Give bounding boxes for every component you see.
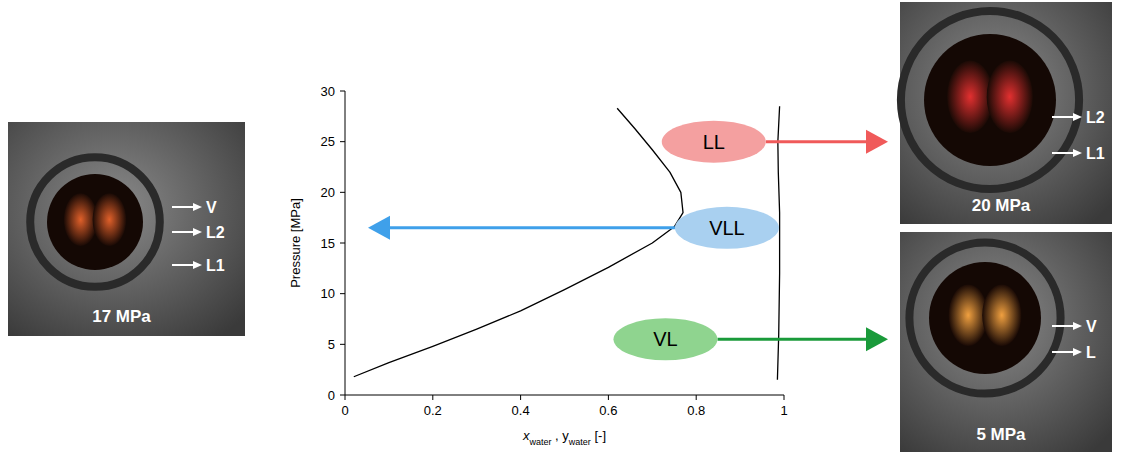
region-arrow-head xyxy=(866,130,888,154)
photo-caption: 5 MPa xyxy=(976,425,1026,444)
photo-glow xyxy=(982,284,1021,346)
y-tick xyxy=(340,141,345,142)
photo-glow xyxy=(93,193,127,246)
photo-ring xyxy=(901,11,1079,189)
x-tick-label: 0 xyxy=(341,403,348,418)
region-arrow-head xyxy=(866,327,888,351)
region-arrow xyxy=(766,140,870,143)
phase-label: V xyxy=(206,199,217,216)
photo-ring xyxy=(909,242,1060,393)
region-arrow xyxy=(717,338,870,341)
x-tick xyxy=(345,395,346,400)
x-tick-label: 0.2 xyxy=(424,403,442,418)
region-label: LL xyxy=(703,131,725,153)
y-tick xyxy=(340,192,345,193)
region-label: VL xyxy=(653,328,677,350)
x-tick xyxy=(432,395,433,400)
x-axis-title-part: , y xyxy=(551,428,569,443)
phase-pointer-head xyxy=(193,228,202,236)
phase-pointer-head xyxy=(1073,322,1082,330)
phase-label: L2 xyxy=(1086,109,1105,126)
phase-pointer-head xyxy=(193,203,202,211)
photo-glow xyxy=(949,284,988,346)
x-axis-title-part: [-] xyxy=(591,428,606,443)
x-tick xyxy=(520,395,521,400)
y-tick xyxy=(340,344,345,345)
y-axis-title: Pressure [MPa] xyxy=(288,198,303,288)
y-tick xyxy=(340,395,345,396)
phase-label: V xyxy=(1086,318,1097,335)
phase-label: L1 xyxy=(206,257,225,274)
phase-label: L1 xyxy=(1086,145,1105,162)
x-tick-label: 0.4 xyxy=(512,403,530,418)
x-tick-label: 0.8 xyxy=(687,403,705,418)
region-label: VLL xyxy=(709,217,745,239)
x-tick xyxy=(784,395,785,400)
phase-pointer xyxy=(172,206,194,208)
phase-pointer xyxy=(172,231,194,233)
photo-glow xyxy=(64,193,98,246)
x-tick-label: 0.6 xyxy=(599,403,617,418)
photo xyxy=(8,122,245,336)
photo xyxy=(900,2,1112,224)
phase-label: L2 xyxy=(206,224,225,241)
region-arrow-head xyxy=(368,216,390,240)
photo-window xyxy=(924,34,1056,166)
region-oval xyxy=(613,318,717,360)
figure: 00.20.40.60.81051015202530Pressure [MPa]… xyxy=(0,0,1124,455)
phase-pointer-head xyxy=(193,261,202,269)
photo-ring xyxy=(30,157,160,287)
y-tick-label: 0 xyxy=(328,388,335,403)
phase-pointer xyxy=(1052,152,1074,154)
y-tick xyxy=(340,91,345,92)
phase-pointer xyxy=(1052,351,1074,353)
photo-caption: 20 MPa xyxy=(972,196,1031,215)
photo-window xyxy=(929,262,1041,374)
plot-lines xyxy=(354,106,780,380)
phase-pointer-head xyxy=(1073,113,1082,121)
phase-pointer xyxy=(1052,116,1074,118)
y-tick-label: 30 xyxy=(321,84,335,99)
x-axis-title-part: water xyxy=(528,437,551,447)
photo-window xyxy=(47,174,143,270)
x-tick-label: 1 xyxy=(780,403,787,418)
x-axis-title: xwater , ywater [-] xyxy=(522,428,606,447)
photo-caption: 17 MPa xyxy=(92,307,151,326)
x-tick xyxy=(608,395,609,400)
phase-pointer xyxy=(1052,325,1074,327)
phase-label: L xyxy=(1086,344,1096,361)
phase-pointer xyxy=(172,264,194,266)
phase-pointer-head xyxy=(1073,348,1082,356)
y-tick xyxy=(340,293,345,294)
x-axis-title-part: water xyxy=(568,437,591,447)
region-oval xyxy=(662,121,766,163)
photo-glow xyxy=(987,60,1033,133)
region-arrow xyxy=(386,226,675,229)
y-tick-label: 5 xyxy=(328,337,335,352)
photo xyxy=(900,232,1112,452)
y-tick-label: 15 xyxy=(321,236,335,251)
y-tick-label: 10 xyxy=(321,286,335,301)
y-tick-label: 20 xyxy=(321,185,335,200)
photo-glow xyxy=(947,60,993,133)
y-tick-label: 25 xyxy=(321,134,335,149)
x-tick xyxy=(696,395,697,400)
region-oval xyxy=(675,207,779,249)
y-tick xyxy=(340,243,345,244)
x-axis xyxy=(345,395,784,396)
phase-pointer-head xyxy=(1073,149,1082,157)
